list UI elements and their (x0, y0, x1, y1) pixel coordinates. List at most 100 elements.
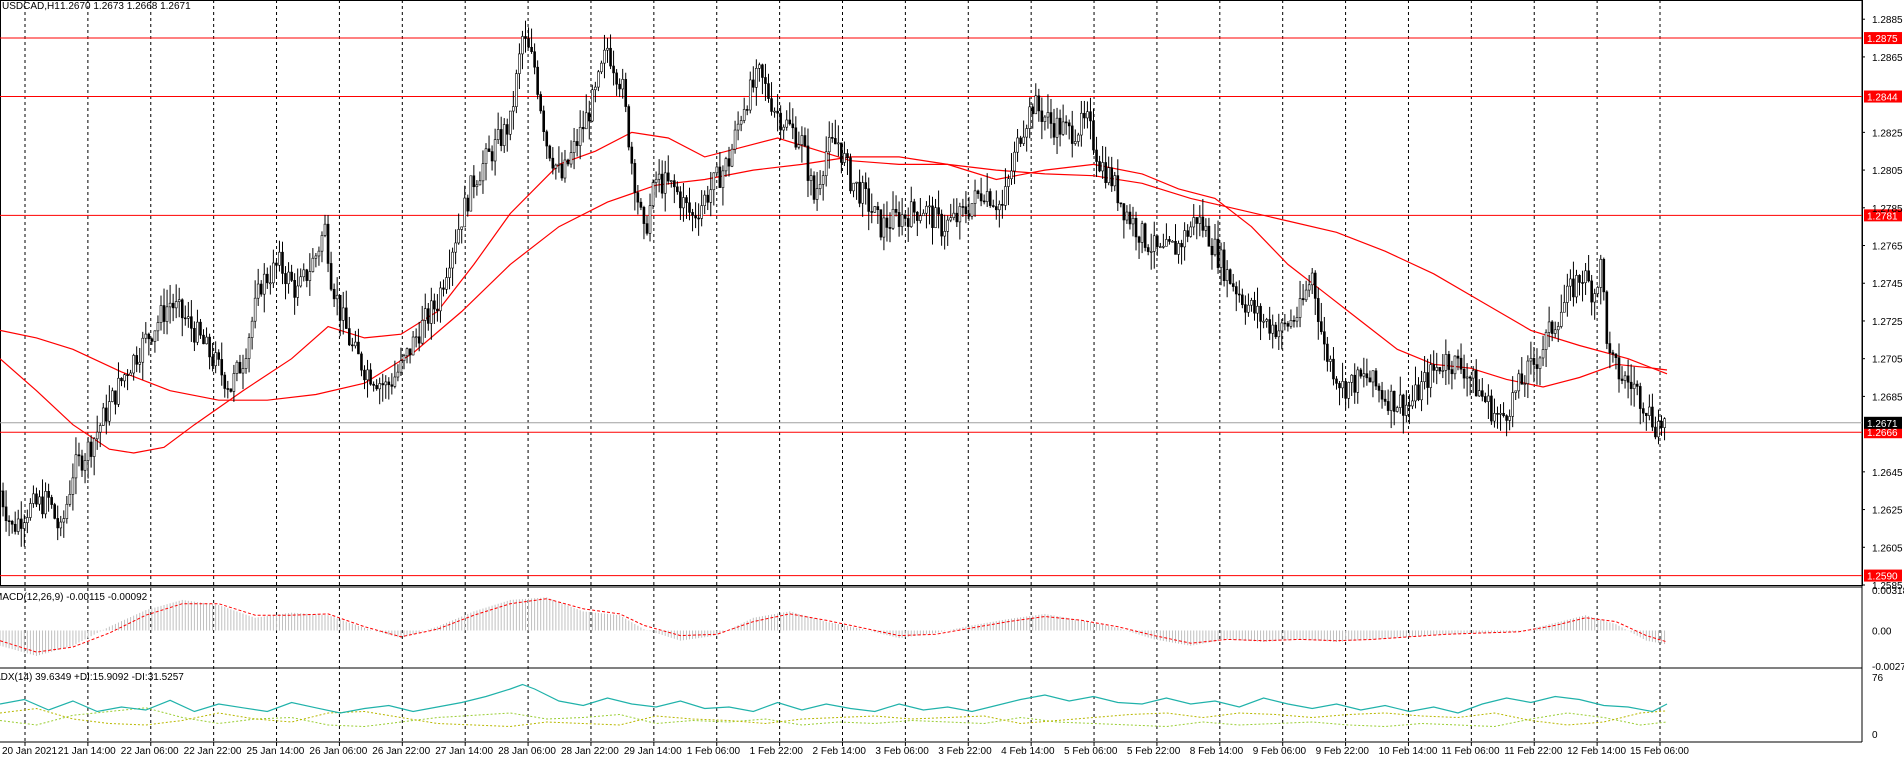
candle-body[interactable] (108, 401, 111, 422)
candle-body[interactable] (1116, 175, 1120, 204)
candle-body[interactable] (888, 227, 892, 229)
candle-body[interactable] (557, 163, 561, 166)
candle-body[interactable] (247, 337, 251, 359)
candle-body[interactable] (1304, 289, 1308, 301)
candle-body[interactable] (205, 336, 208, 345)
candle-body[interactable] (80, 455, 84, 471)
candle-body[interactable] (360, 353, 363, 371)
candle-body[interactable] (366, 369, 369, 381)
candle-body[interactable] (518, 53, 521, 74)
candle-body[interactable] (1067, 122, 1071, 127)
candle-body[interactable] (1286, 323, 1290, 327)
candle-body[interactable] (1064, 121, 1068, 124)
candle-body[interactable] (515, 73, 518, 107)
candle-body[interactable] (153, 330, 157, 342)
candle-body[interactable] (1171, 240, 1174, 243)
candle-body[interactable] (925, 205, 928, 214)
candle-body[interactable] (1386, 401, 1390, 411)
candle-body[interactable] (1149, 251, 1153, 253)
candle-body[interactable] (1471, 370, 1475, 379)
candle-body[interactable] (815, 188, 819, 200)
candle-body[interactable] (217, 352, 220, 360)
candle-body[interactable] (50, 497, 53, 505)
candle-body[interactable] (858, 181, 861, 204)
candle-body[interactable] (123, 374, 126, 382)
candle-body[interactable] (92, 438, 96, 457)
candle-body[interactable] (964, 206, 968, 214)
candle-body[interactable] (630, 146, 634, 164)
candle-body[interactable] (138, 361, 142, 365)
candle-body[interactable] (183, 317, 187, 320)
candle-body[interactable] (703, 194, 707, 206)
candle-body[interactable] (1098, 161, 1101, 172)
candle-body[interactable] (135, 355, 138, 365)
candle-body[interactable] (949, 217, 953, 221)
candle-body[interactable] (71, 477, 75, 495)
candle-body[interactable] (803, 135, 807, 147)
candle-body[interactable] (730, 148, 734, 167)
candle-body[interactable] (679, 191, 682, 209)
candle-body[interactable] (1034, 95, 1038, 115)
candle-body[interactable] (900, 214, 904, 227)
candle-body[interactable] (919, 215, 922, 221)
candle-body[interactable] (1083, 112, 1086, 119)
candle-body[interactable] (1553, 329, 1557, 334)
candle-body[interactable] (211, 356, 214, 367)
candle-body[interactable] (1295, 317, 1299, 322)
candle-body[interactable] (317, 250, 321, 257)
candle-body[interactable] (1028, 106, 1032, 129)
candle-body[interactable] (65, 503, 69, 519)
candle-body[interactable] (1159, 246, 1162, 248)
candle-body[interactable] (666, 172, 670, 182)
candle-body[interactable] (876, 206, 880, 210)
candle-body[interactable] (126, 374, 129, 377)
candle-body[interactable] (985, 191, 989, 202)
candle-body[interactable] (809, 175, 813, 181)
candle-body[interactable] (287, 271, 290, 285)
candle-body[interactable] (187, 316, 190, 319)
candle-body[interactable] (335, 294, 339, 300)
candle-body[interactable] (897, 212, 901, 227)
candle-body[interactable] (1575, 275, 1578, 298)
candle-body[interactable] (1061, 121, 1065, 135)
candle-body[interactable] (442, 287, 445, 290)
candle-body[interactable] (199, 321, 202, 336)
candle-body[interactable] (281, 251, 284, 274)
candle-body[interactable] (1538, 357, 1542, 369)
candle-body[interactable] (1508, 416, 1511, 421)
candle-body[interactable] (891, 208, 895, 229)
candle-body[interactable] (512, 106, 515, 112)
candle-body[interactable] (68, 494, 72, 505)
candle-body[interactable] (269, 282, 272, 285)
candle-body[interactable] (797, 144, 801, 148)
candle-body[interactable] (572, 141, 576, 153)
candle-body[interactable] (1119, 202, 1123, 205)
candle-body[interactable] (524, 36, 527, 39)
candle-body[interactable] (1392, 390, 1396, 412)
candle-body[interactable] (1459, 357, 1463, 370)
candle-body[interactable] (265, 273, 269, 284)
candle-body[interactable] (1420, 381, 1423, 401)
candle-body[interactable] (742, 109, 746, 121)
candle-body[interactable] (220, 359, 224, 376)
candle-body[interactable] (533, 51, 536, 68)
candle-body[interactable] (1195, 217, 1199, 224)
candle-body[interactable] (645, 223, 649, 234)
candle-body[interactable] (457, 229, 460, 244)
candle-body[interactable] (244, 358, 248, 369)
candle-body[interactable] (958, 206, 962, 223)
candle-body[interactable] (1070, 125, 1074, 144)
candle-body[interactable] (326, 223, 330, 264)
candle-body[interactable] (609, 47, 612, 67)
candle-body[interactable] (846, 153, 849, 159)
candle-body[interactable] (156, 322, 160, 332)
candle-body[interactable] (241, 368, 245, 374)
candle-body[interactable] (657, 173, 661, 180)
candle-body[interactable] (320, 235, 324, 252)
candle-body[interactable] (1140, 223, 1144, 243)
candle-body[interactable] (226, 388, 230, 390)
candle-body[interactable] (1210, 245, 1214, 256)
candle-body[interactable] (879, 209, 883, 238)
candle-body[interactable] (293, 280, 296, 298)
candle-body[interactable] (1128, 211, 1132, 225)
